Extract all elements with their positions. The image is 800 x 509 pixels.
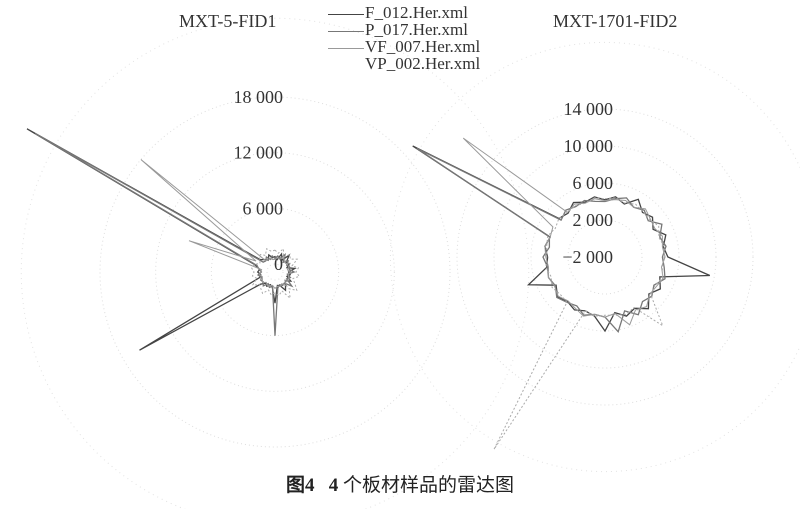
- series-vf_007: [462, 137, 666, 326]
- legend-label: F_012.Her.xml: [365, 3, 468, 22]
- grid-ring: [266, 263, 284, 281]
- legend-item-vf007: VF_007.Her.xml: [328, 37, 481, 56]
- legend-item-p017: P_017.Her.xml: [328, 20, 468, 39]
- grid-ring: [493, 145, 717, 369]
- series-f_012: [412, 145, 711, 333]
- caption-text: 个板材样品的雷达图: [338, 475, 515, 496]
- caption-label: 图4: [285, 475, 315, 496]
- series-p_017: [34, 132, 296, 336]
- series-vp_002: [493, 197, 665, 450]
- legend-swatch: [328, 30, 364, 32]
- grid-ring-outer: [389, 41, 800, 473]
- tick-label: 18 000: [234, 87, 284, 107]
- grid-ring: [567, 219, 643, 295]
- chart-1-title: MXT-5-FID1: [179, 11, 277, 31]
- caption-number: 4: [328, 475, 339, 496]
- legend-swatch: [328, 13, 364, 15]
- tick-label: 14 000: [564, 99, 614, 119]
- series-p_017: [416, 147, 667, 333]
- tick-label: 10 000: [564, 136, 614, 156]
- series-vf_007: [140, 159, 292, 290]
- legend-swatch: [328, 47, 364, 49]
- tick-label: 6 000: [243, 198, 284, 218]
- figure-caption: 图4 4 个板材样品的雷达图: [0, 470, 800, 497]
- grid-ring: [155, 152, 395, 392]
- grid-ring: [210, 207, 340, 337]
- grid-ring-outer: [20, 17, 530, 509]
- tick-label: −2 000: [562, 247, 613, 267]
- tick-label: 2 000: [573, 210, 614, 230]
- tick-label: 6 000: [573, 173, 614, 193]
- legend-item-vp002: VP_002.Her.xml: [365, 54, 481, 73]
- grid-ring: [99, 96, 451, 448]
- legend-label: VF_007.Her.xml: [365, 37, 481, 56]
- tick-label: 12 000: [234, 143, 284, 163]
- legend-label: P_017.Her.xml: [365, 20, 468, 39]
- chart-2-title: MXT-1701-FID2: [553, 11, 678, 31]
- series-vp_002: [250, 247, 301, 300]
- grid-ring: [456, 108, 754, 406]
- legend-label: VP_002.Her.xml: [365, 54, 481, 73]
- tick-label: 0: [274, 254, 283, 274]
- legend-item-f012: F_012.Her.xml: [328, 3, 468, 22]
